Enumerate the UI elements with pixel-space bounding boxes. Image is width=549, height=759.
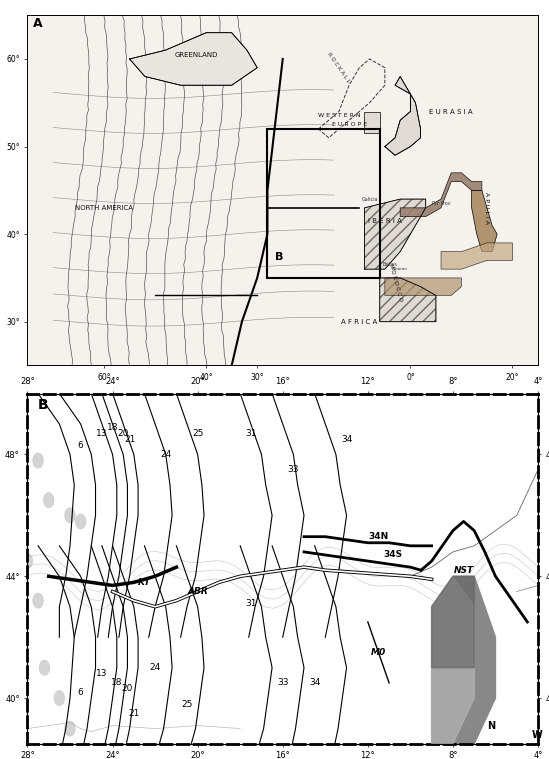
Text: M O R O C C O: M O R O C C O [388,263,402,302]
Text: 13: 13 [96,669,108,679]
Text: E U R O P E: E U R O P E [332,122,367,128]
Text: GREENLAND: GREENLAND [174,52,217,58]
Text: 21: 21 [128,709,139,718]
Circle shape [43,493,54,508]
Text: 6: 6 [78,441,83,450]
Text: N: N [487,720,495,731]
Text: 13: 13 [96,429,108,438]
Text: 31: 31 [245,429,256,438]
Text: A P U L I A: A P U L I A [484,192,490,224]
Text: Galicia: Galicia [361,197,378,202]
Text: W: W [531,729,542,740]
Circle shape [75,514,86,529]
Text: 18: 18 [111,679,122,688]
Text: 18: 18 [107,423,118,432]
Text: 34: 34 [341,435,352,444]
Text: 25: 25 [181,700,193,709]
Circle shape [54,691,65,706]
Circle shape [33,453,43,468]
Text: 20: 20 [122,685,133,694]
Polygon shape [130,33,257,85]
Circle shape [65,721,75,736]
Text: B: B [275,253,283,263]
Text: 20: 20 [117,429,129,438]
Polygon shape [472,191,497,252]
Text: E U R A S I A: E U R A S I A [429,109,473,115]
Circle shape [12,438,22,453]
Text: R O C K A L L: R O C K A L L [327,52,351,83]
Polygon shape [400,173,482,216]
Text: ABR: ABR [187,587,208,596]
Text: Pyr: Pyr [432,201,440,206]
Text: A F R I C A: A F R I C A [341,319,378,325]
Text: 6: 6 [78,688,83,697]
Polygon shape [432,576,474,668]
Text: 33: 33 [288,465,299,474]
Polygon shape [385,278,461,295]
Text: Alboran: Alboran [392,267,408,271]
Text: 34: 34 [309,679,320,688]
Text: W E S T E R N: W E S T E R N [317,113,360,118]
Polygon shape [380,278,436,322]
Text: NST: NST [453,565,474,575]
Text: 33: 33 [277,679,288,688]
Polygon shape [365,199,425,269]
Text: 24: 24 [149,663,161,672]
Text: Betics: Betics [383,263,397,267]
Text: B: B [38,398,49,411]
Text: KT: KT [138,578,151,587]
Bar [267,129,380,278]
Text: 21: 21 [124,435,135,444]
Circle shape [39,660,50,676]
Circle shape [65,508,75,523]
Text: Prov: Prov [441,201,451,206]
Polygon shape [385,77,421,156]
Circle shape [12,706,22,721]
Text: 31: 31 [245,599,256,608]
Text: I B E R I A: I B E R I A [368,218,402,224]
Circle shape [22,553,33,568]
Text: 34N: 34N [368,532,389,541]
Text: NORTH AMERICA: NORTH AMERICA [75,205,133,211]
Polygon shape [432,576,496,744]
Text: 24: 24 [160,450,171,459]
Text: M0: M0 [371,648,386,657]
Circle shape [33,593,43,608]
Text: 34S: 34S [384,550,403,559]
Polygon shape [432,576,474,744]
Polygon shape [365,112,380,134]
Text: 25: 25 [192,429,203,438]
Text: A: A [33,17,42,30]
Polygon shape [441,243,513,269]
